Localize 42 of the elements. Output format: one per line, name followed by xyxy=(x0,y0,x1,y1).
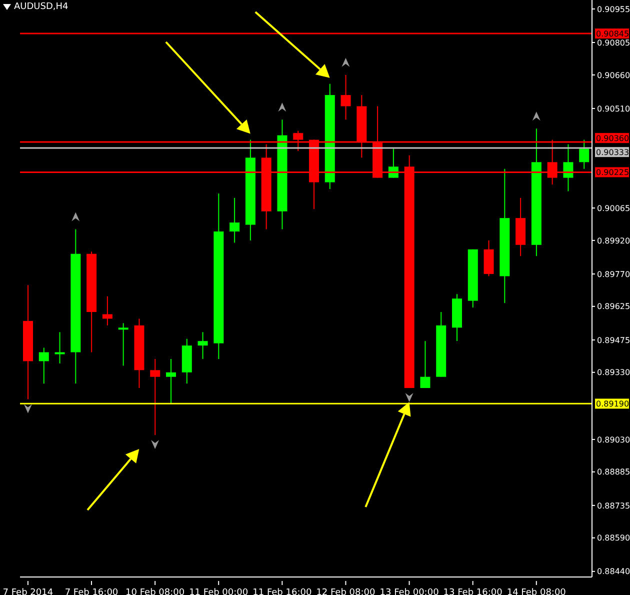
y-tick-label: 0.89770 xyxy=(597,270,630,279)
candlestick xyxy=(102,296,112,326)
x-tick-label: 14 Feb 08:00 xyxy=(506,588,566,595)
y-tick-label: 0.90955 xyxy=(597,4,630,14)
y-tick-label: 0.90805 xyxy=(597,38,630,48)
candlestick xyxy=(166,358,176,404)
x-tick-label: 13 Feb 16:00 xyxy=(443,588,503,595)
ref-line-label: 0.90360 xyxy=(596,134,630,144)
candlestick xyxy=(340,74,351,120)
candlestick xyxy=(38,347,49,384)
y-tick-label: 0.89030 xyxy=(597,435,630,444)
y-tick-label: 0.90660 xyxy=(597,70,630,80)
x-tick-label: 11 Feb 00:00 xyxy=(189,588,248,595)
ref-line-label: 0.90225 xyxy=(596,168,630,178)
candlestick xyxy=(579,139,590,170)
x-tick-label: 7 Feb 16:00 xyxy=(64,588,118,595)
chart-title: AUDUSD,H4 xyxy=(14,2,68,12)
y-tick-label: 0.89625 xyxy=(597,302,630,312)
y-tick-label: 0.89330 xyxy=(597,368,630,378)
candlestick xyxy=(150,358,160,436)
x-tick-label: 11 Feb 16:00 xyxy=(252,588,312,595)
candlestick xyxy=(563,144,574,192)
y-tick-label: 0.89920 xyxy=(597,236,630,246)
y-tick-label: 0.90510 xyxy=(597,104,630,114)
ref-line-label: 0.89190 xyxy=(596,400,630,409)
candlestick xyxy=(118,322,128,366)
x-tick-label: 7 Feb 2014 xyxy=(2,588,54,595)
x-tick-label: 13 Feb 00:00 xyxy=(380,588,440,595)
y-tick-label: 0.90065 xyxy=(597,204,630,213)
candlestick xyxy=(230,197,240,244)
y-tick-label: 0.88735 xyxy=(597,501,630,510)
ref-line-label: 0.90845 xyxy=(596,30,630,39)
x-tick-label: 10 Feb 08:00 xyxy=(126,588,185,595)
y-tick-label: 0.89475 xyxy=(597,336,630,345)
candlestick xyxy=(420,340,430,389)
ref-line-label: 0.90333 xyxy=(596,148,630,158)
x-tick-label: 12 Feb 08:00 xyxy=(316,588,376,595)
y-tick-label: 0.88440 xyxy=(597,567,630,576)
y-tick-label: 0.88590 xyxy=(597,534,630,543)
y-tick-label: 0.88885 xyxy=(597,468,630,477)
candlestick xyxy=(198,332,208,360)
candlestick xyxy=(54,332,65,364)
